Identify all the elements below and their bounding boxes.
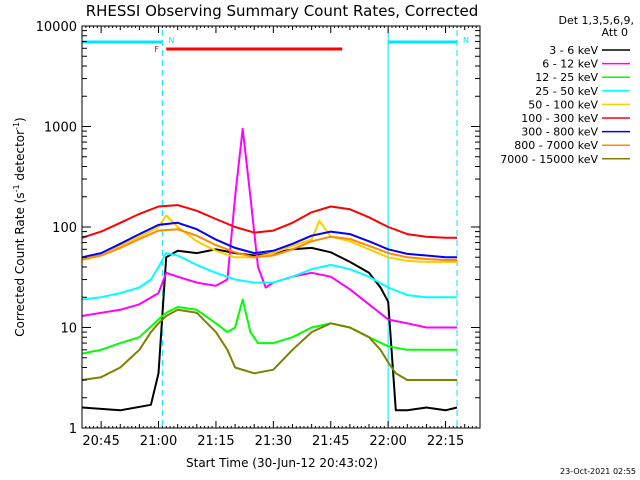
y-axis-label-sup2: -1	[12, 122, 21, 130]
series-line	[81, 252, 457, 301]
legend-entry-label: 12 - 25 keV	[535, 71, 598, 84]
y-axis-label-sup1: -1	[12, 184, 21, 192]
y-axis-label-part3: )	[13, 117, 27, 122]
x-tick-label: 22:00	[369, 434, 406, 449]
series-line	[81, 308, 457, 381]
y-tick-label: 10000	[36, 20, 77, 35]
y-axis: 1 10 100 1000 10000	[36, 20, 480, 437]
x-tick-label: 21:00	[140, 434, 177, 449]
y-tick-label: 1000	[44, 121, 77, 136]
x-tick-label: 20:45	[82, 434, 119, 449]
y-tick-label: 10	[60, 322, 77, 337]
series-line	[81, 298, 457, 355]
legend-header-line1: Det 1,3,5,6,9,	[558, 14, 634, 27]
legend-header-line2: Att 0	[602, 26, 628, 39]
series-line	[81, 221, 457, 259]
legend-entry-label: 25 - 50 keV	[535, 85, 598, 98]
legend-entry-label: 50 - 100 keV	[528, 98, 598, 111]
series-line	[81, 228, 457, 261]
x-axis: 20:45 21:00 21:15 21:30 21:45 22:00 22:15	[82, 26, 477, 449]
series-group	[81, 127, 458, 412]
x-tick-label: 22:15	[427, 434, 464, 449]
legend-entry-label: 6 - 12 keV	[542, 58, 598, 71]
legend-entry-label: 800 - 7000 keV	[514, 139, 598, 152]
legend-entry-label: 7000 - 15000 keV	[500, 153, 598, 166]
y-axis-label: Corrected Count Rate (s-1 detector-1)	[12, 117, 27, 336]
series-line	[81, 204, 457, 239]
y-axis-label-part1: Corrected Count Rate (s	[13, 192, 27, 336]
y-axis-label-part2: detector	[13, 130, 27, 185]
series-line	[81, 214, 457, 263]
flare-marker: F	[154, 45, 159, 54]
night-marker: N	[168, 36, 174, 45]
legend-entry-label: 3 - 6 keV	[549, 44, 598, 57]
x-tick-label: 21:15	[197, 434, 234, 449]
x-axis-label: Start Time (30-Jun-12 20:43:02)	[186, 456, 378, 470]
footer-timestamp: 23-Oct-2021 02:55	[560, 467, 636, 476]
flare-interval: F	[154, 45, 343, 54]
y-tick-label: 100	[52, 221, 77, 236]
y-tick-label: 1	[69, 422, 77, 437]
legend-entry-label: 300 - 800 keV	[521, 126, 598, 139]
night-marker: N	[463, 36, 469, 45]
x-tick-label: 21:30	[255, 434, 292, 449]
x-tick-label: 21:45	[312, 434, 349, 449]
chart-title: RHESSI Observing Summary Count Rates, Co…	[86, 2, 479, 20]
legend-entry-label: 100 - 300 keV	[521, 112, 598, 125]
